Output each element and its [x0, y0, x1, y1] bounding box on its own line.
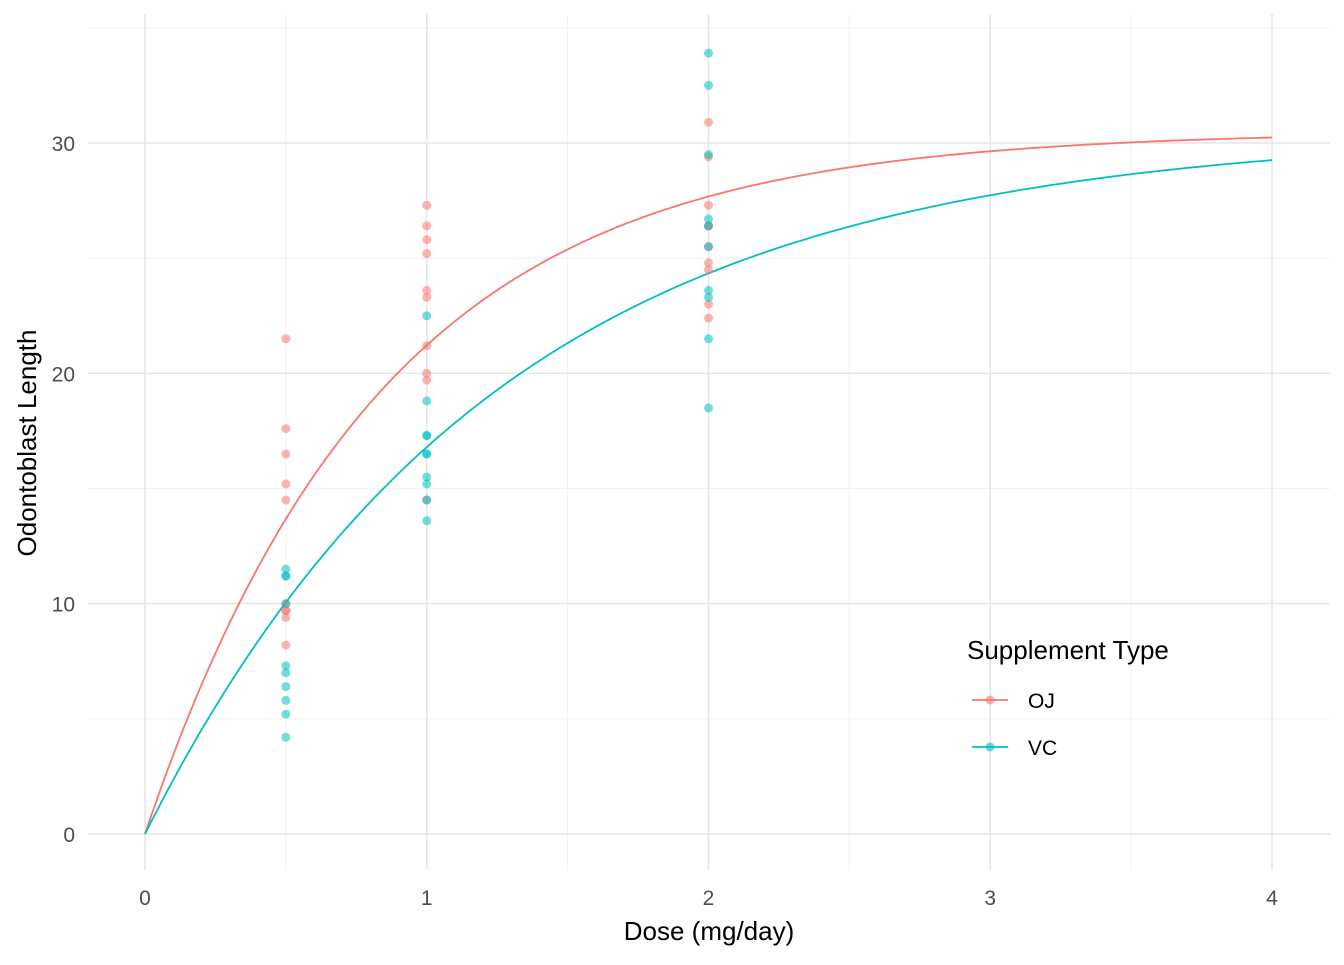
point-vc	[281, 661, 291, 671]
point-oj	[422, 375, 432, 385]
legend-title: Supplement Type	[967, 635, 1169, 665]
point-vc	[281, 682, 291, 692]
point-vc	[281, 599, 291, 609]
point-vc	[281, 709, 291, 719]
point-vc	[422, 479, 432, 489]
point-vc	[422, 516, 432, 526]
point-vc	[281, 571, 291, 581]
point-vc	[281, 564, 291, 574]
point-vc	[704, 334, 713, 344]
point-vc	[704, 285, 713, 295]
x-tick-label: 1	[421, 887, 433, 910]
legend-item-vc: VC	[972, 737, 1057, 760]
point-oj	[281, 334, 291, 344]
x-tick-labels: 0 1 2 3 4	[139, 887, 1278, 910]
point-oj	[281, 612, 291, 622]
point-vc	[422, 431, 432, 441]
x-tick-label: 2	[703, 887, 715, 910]
point-oj	[704, 299, 713, 309]
point-oj	[281, 479, 291, 489]
point-vc	[704, 48, 713, 58]
x-axis-label: Dose (mg/day)	[624, 916, 795, 946]
legend-label: VC	[1028, 737, 1057, 760]
point-oj	[422, 285, 432, 295]
point-vc	[704, 150, 713, 160]
fit-curve-oj	[144, 136, 1273, 835]
point-oj	[422, 221, 432, 231]
point-oj	[281, 449, 291, 459]
legend-key-point	[985, 742, 995, 752]
point-vc	[281, 732, 291, 742]
y-tick-labels: 0 10 20 30	[52, 133, 75, 847]
point-oj	[422, 368, 432, 378]
point-oj	[281, 640, 291, 650]
point-oj	[422, 341, 432, 351]
point-vc	[281, 695, 291, 705]
point-oj	[422, 200, 432, 210]
legend: Supplement Type OJ VC	[967, 635, 1169, 760]
point-oj	[422, 235, 432, 245]
point-oj	[281, 495, 291, 505]
point-vc	[704, 214, 713, 224]
point-oj	[422, 292, 432, 302]
y-tick-label: 10	[52, 594, 75, 617]
point-vc	[704, 221, 713, 231]
point-vc	[704, 403, 713, 413]
point-oj	[704, 313, 713, 323]
point-vc	[422, 311, 432, 321]
point-vc	[422, 449, 432, 459]
point-vc	[704, 242, 713, 252]
x-tick-label: 0	[139, 887, 151, 910]
x-tick-label: 4	[1266, 887, 1278, 910]
point-vc	[422, 495, 432, 505]
point-oj	[281, 606, 291, 616]
point-oj	[704, 258, 713, 268]
legend-item-oj: OJ	[972, 690, 1055, 713]
y-tick-label: 0	[63, 824, 75, 847]
point-oj	[281, 424, 291, 434]
legend-label: OJ	[1028, 690, 1055, 713]
point-oj	[704, 265, 713, 275]
y-tick-label: 20	[52, 363, 75, 386]
point-vc	[422, 472, 432, 482]
point-vc	[704, 292, 713, 302]
point-vc	[281, 668, 291, 678]
point-vc	[704, 80, 713, 90]
y-tick-label: 30	[52, 133, 75, 156]
legend-key-point	[985, 695, 995, 705]
point-vc	[422, 396, 432, 406]
point-oj	[704, 117, 713, 127]
data-points	[281, 48, 713, 742]
legend-keys: OJ VC	[972, 690, 1057, 760]
y-axis-label: Odontoblast Length	[12, 330, 42, 557]
point-oj	[704, 200, 713, 210]
point-oj	[422, 249, 432, 259]
x-tick-label: 3	[984, 887, 996, 910]
